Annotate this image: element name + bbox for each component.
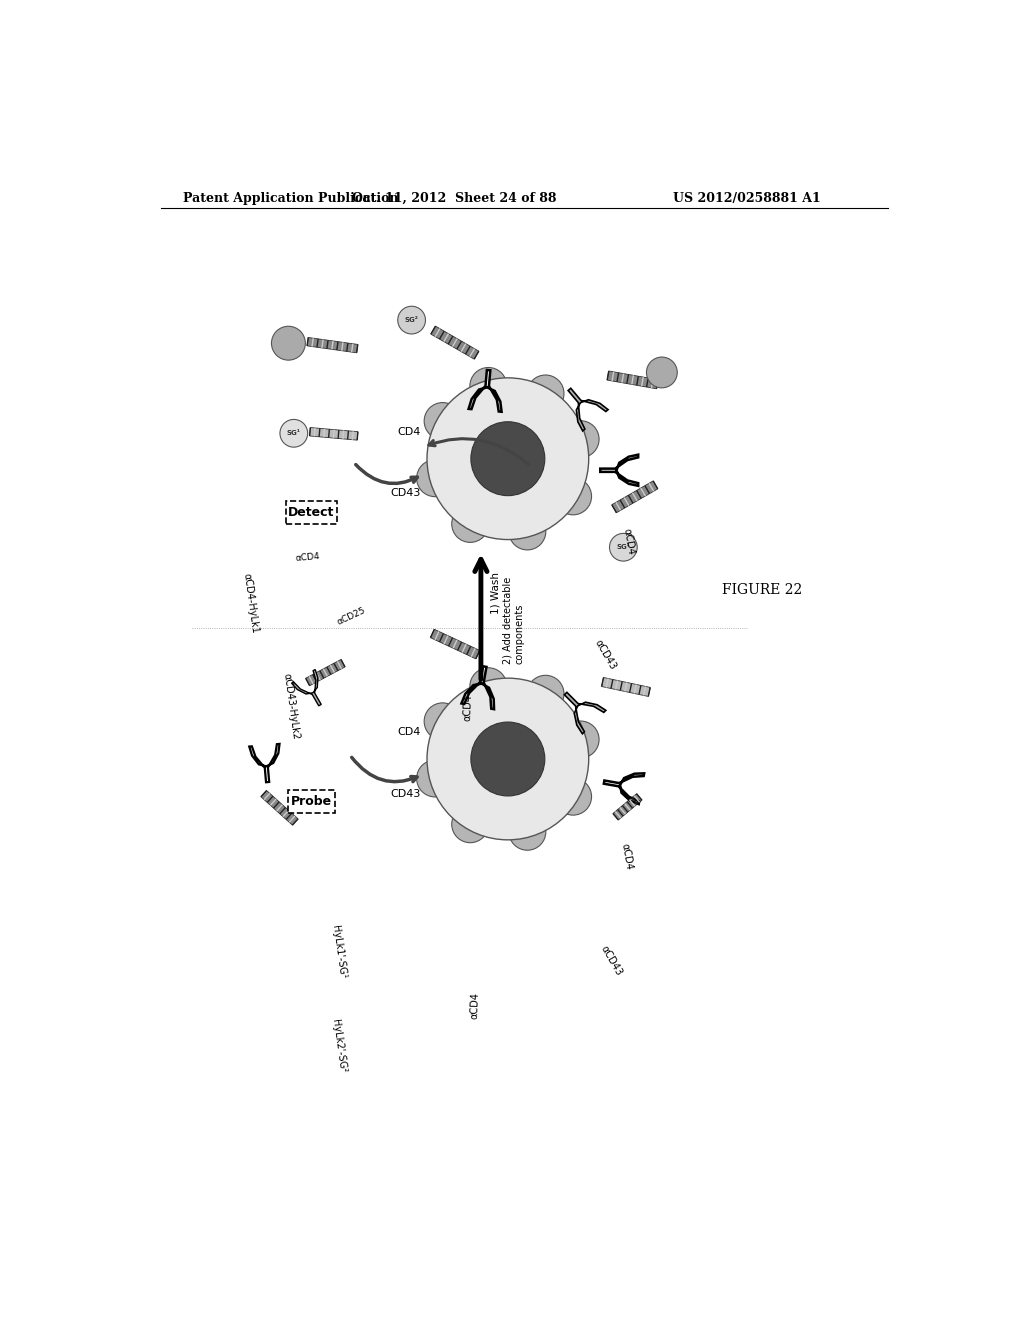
Text: αCD4: αCD4 <box>620 842 634 871</box>
Polygon shape <box>307 338 357 352</box>
Text: FIGURE 22: FIGURE 22 <box>722 582 802 597</box>
Text: Detect: Detect <box>289 506 335 519</box>
Text: SG¹: SG¹ <box>616 544 631 550</box>
Polygon shape <box>306 660 345 685</box>
Text: αCD4: αCD4 <box>469 993 480 1019</box>
Circle shape <box>646 356 677 388</box>
Circle shape <box>562 721 599 758</box>
Circle shape <box>271 326 305 360</box>
Circle shape <box>509 513 546 550</box>
Text: αCD4: αCD4 <box>621 528 636 556</box>
Text: Probe: Probe <box>291 795 332 808</box>
FancyBboxPatch shape <box>286 502 337 524</box>
Polygon shape <box>469 370 502 412</box>
Circle shape <box>427 678 589 840</box>
Polygon shape <box>611 480 657 512</box>
Circle shape <box>452 805 488 842</box>
Text: SG¹: SG¹ <box>287 430 301 437</box>
Text: Oct. 11, 2012  Sheet 24 of 88: Oct. 11, 2012 Sheet 24 of 88 <box>351 191 556 205</box>
Text: αCD43: αCD43 <box>599 944 624 978</box>
Circle shape <box>471 422 545 496</box>
Text: αCD43: αCD43 <box>593 639 617 672</box>
Circle shape <box>470 367 507 404</box>
Text: SG²: SG² <box>404 317 419 323</box>
Polygon shape <box>309 428 358 440</box>
Polygon shape <box>607 371 658 389</box>
Text: HyLk2'-SG²: HyLk2'-SG² <box>330 1019 347 1073</box>
Text: αCD4: αCD4 <box>463 693 473 721</box>
Text: CD43: CD43 <box>390 488 421 499</box>
Text: Patent Application Publication: Patent Application Publication <box>183 191 398 205</box>
Text: αCD4-HyLk1: αCD4-HyLk1 <box>242 573 260 634</box>
Polygon shape <box>600 454 638 486</box>
Text: CD4: CD4 <box>397 426 421 437</box>
Circle shape <box>609 533 637 561</box>
Circle shape <box>452 506 488 543</box>
Text: αCD4: αCD4 <box>295 552 321 562</box>
Text: US 2012/0258881 A1: US 2012/0258881 A1 <box>673 191 820 205</box>
Circle shape <box>397 306 425 334</box>
Polygon shape <box>249 744 280 783</box>
Circle shape <box>424 403 461 440</box>
Circle shape <box>417 760 454 797</box>
Text: 2) Add detectable
components: 2) Add detectable components <box>503 577 524 664</box>
Circle shape <box>555 478 592 515</box>
Text: αCD43-HyLk2: αCD43-HyLk2 <box>282 673 300 741</box>
Text: 1) Wash: 1) Wash <box>490 573 500 614</box>
Text: HyLk1'-SG¹: HyLk1'-SG¹ <box>330 924 347 979</box>
Circle shape <box>424 702 461 739</box>
Circle shape <box>527 676 564 713</box>
Circle shape <box>280 420 307 447</box>
Circle shape <box>471 722 545 796</box>
Polygon shape <box>564 692 606 734</box>
Polygon shape <box>431 326 479 359</box>
Circle shape <box>427 378 589 540</box>
Polygon shape <box>462 667 494 709</box>
Polygon shape <box>430 630 479 659</box>
Polygon shape <box>604 774 644 804</box>
Polygon shape <box>613 793 642 820</box>
Circle shape <box>555 779 592 816</box>
Polygon shape <box>292 669 322 706</box>
Circle shape <box>470 668 507 705</box>
Polygon shape <box>261 791 298 825</box>
Circle shape <box>562 421 599 458</box>
Text: CD4: CD4 <box>397 727 421 737</box>
Circle shape <box>417 459 454 496</box>
Circle shape <box>509 813 546 850</box>
FancyBboxPatch shape <box>288 789 336 813</box>
Polygon shape <box>568 388 608 430</box>
Text: CD43: CD43 <box>390 788 421 799</box>
Circle shape <box>527 375 564 412</box>
Text: αCD25: αCD25 <box>336 606 367 627</box>
Polygon shape <box>602 677 650 697</box>
